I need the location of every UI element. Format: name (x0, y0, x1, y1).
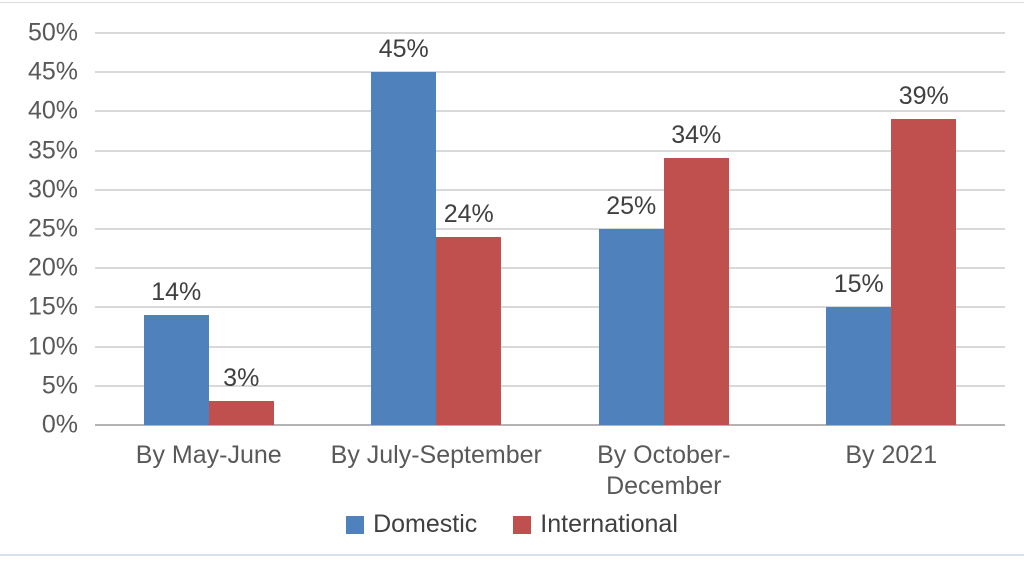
y-tick-label: 5% (41, 371, 78, 400)
y-tick-label: 0% (41, 410, 78, 439)
x-category-label: By October-December (597, 441, 731, 500)
legend-label: International (540, 510, 678, 538)
y-tick-label: 45% (27, 57, 78, 86)
y-tick-label: 50% (27, 18, 78, 47)
bottom-divider (0, 554, 1024, 556)
gridline (95, 384, 1005, 387)
domestic-bar (826, 307, 892, 425)
legend-swatch-icon (513, 515, 532, 534)
gridline (95, 228, 1005, 230)
domestic-bar (143, 315, 209, 425)
bar-group: 15% 39% (778, 33, 1006, 425)
x-category-label: By July-September (330, 441, 542, 469)
y-tick-label: 35% (27, 136, 78, 165)
y-tick-label: 30% (27, 175, 78, 204)
legend-label: Domestic (373, 510, 478, 538)
data-label: 45% (378, 35, 429, 64)
domestic-bar (371, 72, 437, 425)
y-tick-label: 40% (27, 96, 78, 125)
bar-group: 14% 3% (95, 33, 323, 425)
y-tick-label: 10% (27, 332, 78, 361)
plot-area: 14% 3% 45% 24% 25% 34% 15% 39% (95, 32, 1005, 426)
international-bar (891, 119, 957, 425)
y-tick-label: 15% (27, 292, 78, 321)
gridline (95, 32, 1005, 34)
gridline (95, 149, 1005, 152)
domestic-bar (598, 229, 664, 425)
gridline (95, 71, 1005, 74)
legend-swatch-icon (346, 515, 365, 534)
bar-groups: 14% 3% 45% 24% 25% 34% 15% 39% (95, 33, 1005, 425)
data-label: 34% (671, 121, 722, 150)
gridline (95, 306, 1005, 309)
data-label: 3% (223, 364, 260, 393)
data-label: 39% (898, 82, 949, 111)
bar-group: 45% 24% (323, 33, 551, 425)
gridline (95, 345, 1005, 348)
data-label: 25% (606, 192, 657, 220)
legend-item-domestic: Domestic (346, 512, 477, 537)
x-axis-line (95, 424, 1005, 426)
legend: Domestic International (0, 512, 1024, 537)
gridline (95, 188, 1005, 191)
y-axis-labels: 0% 5% 10% 15% 20% 25% 30% 35% 40% 45% 50% (0, 20, 78, 437)
data-label: 15% (833, 270, 884, 299)
international-bar (663, 158, 729, 425)
y-tick-label: 25% (27, 214, 78, 243)
data-label: 14% (151, 278, 202, 307)
gridline (95, 110, 1005, 113)
international-bar (208, 401, 274, 425)
x-axis-labels: By May-June By July-September By October-D… (95, 440, 1005, 502)
legend-item-international: International (513, 512, 678, 537)
y-tick-label: 20% (27, 253, 78, 282)
data-label: 24% (443, 199, 494, 228)
x-category-label: By 2021 (845, 441, 938, 469)
top-divider (0, 2, 1024, 3)
bar-group: 25% 34% (550, 33, 778, 425)
x-category-label: By May-June (135, 441, 282, 469)
international-bar (436, 236, 502, 425)
gridline (95, 267, 1005, 270)
